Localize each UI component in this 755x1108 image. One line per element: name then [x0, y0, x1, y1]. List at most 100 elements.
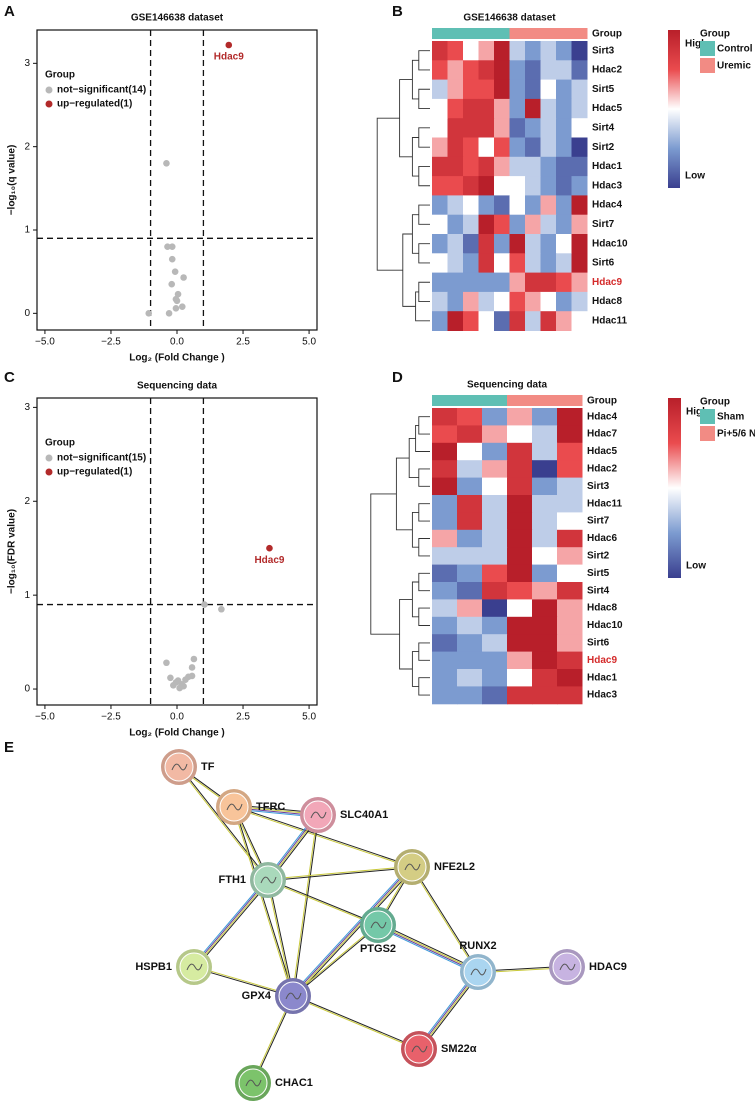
edge [292, 996, 419, 1051]
legend-title: Group [45, 438, 75, 449]
cell [432, 156, 448, 177]
cell [478, 272, 495, 293]
node-icon [245, 1079, 262, 1087]
cell [432, 529, 458, 548]
cell [457, 599, 483, 618]
panel-label: B [392, 3, 403, 20]
cell [482, 669, 508, 687]
node-icon [470, 968, 487, 976]
cell [525, 137, 541, 158]
cell [557, 425, 583, 444]
cell [507, 599, 533, 618]
cell [540, 41, 557, 61]
cell [556, 41, 572, 61]
cell [557, 582, 583, 600]
point [164, 243, 171, 250]
cell [557, 634, 583, 653]
cell [457, 442, 483, 461]
row-label: Sirt3 [587, 481, 610, 492]
cell [540, 272, 557, 293]
cell [532, 547, 558, 566]
cell [507, 495, 533, 513]
cell [432, 79, 448, 100]
row-label: Hdac1 [587, 672, 617, 683]
dendrogram [418, 677, 430, 696]
row-label: Hdac11 [592, 315, 627, 326]
dendrogram [411, 651, 419, 687]
edge [412, 866, 480, 972]
edge [376, 926, 478, 975]
point [190, 655, 198, 663]
dendrogram [395, 457, 413, 531]
edge [291, 814, 318, 996]
cell [432, 176, 448, 196]
dendrogram [411, 137, 419, 177]
group-bar [571, 28, 588, 39]
cell [457, 408, 483, 426]
cell [432, 60, 448, 81]
cell [482, 547, 508, 566]
dendrogram [408, 438, 419, 479]
cell [494, 176, 510, 196]
legend-label: Uremic [717, 61, 751, 72]
dendrogram [411, 214, 419, 254]
chart-title: Sequencing data [137, 381, 217, 392]
cell [478, 118, 495, 138]
cell [482, 634, 508, 653]
cell [571, 79, 588, 100]
cell [478, 195, 495, 216]
cell [540, 291, 557, 312]
row-label: Hdac10 [592, 238, 628, 249]
row-label: Hdac3 [587, 690, 617, 701]
edge [268, 867, 413, 882]
cell [478, 98, 495, 119]
group-bar [494, 28, 510, 39]
node-label: TFRC [256, 801, 285, 813]
cell [507, 651, 533, 670]
group-bar [509, 28, 526, 39]
cell [540, 60, 557, 81]
dendrogram [418, 88, 430, 109]
cell [482, 529, 508, 548]
cell [557, 686, 583, 705]
cell [525, 176, 541, 196]
edge [232, 807, 293, 997]
cell [457, 669, 483, 687]
cell [432, 512, 458, 531]
legend-title: Group [700, 397, 730, 408]
cell [557, 477, 583, 496]
x-tick-label: 2.5 [236, 337, 250, 348]
legend-swatch [700, 58, 715, 73]
edge [179, 766, 269, 880]
cell [463, 214, 479, 235]
cell [556, 98, 572, 119]
x-tick-label: 5.0 [302, 712, 316, 723]
edge [193, 879, 268, 967]
x-tick-label: −5.0 [35, 712, 55, 723]
point [225, 41, 233, 49]
group-bar [556, 28, 572, 39]
cell [447, 195, 464, 216]
node-icon [171, 763, 188, 771]
cell [556, 311, 572, 331]
cell [540, 156, 557, 177]
node-inner [404, 1034, 434, 1064]
row-label: Sirt3 [592, 45, 615, 56]
chart-title: GSE146638 dataset [131, 13, 224, 24]
legend-label: Control [717, 44, 753, 55]
node-icon [260, 876, 277, 884]
cell [571, 234, 588, 254]
edge [266, 880, 293, 997]
cell [525, 253, 541, 274]
row-label: Hdac1 [592, 161, 622, 172]
node-inner [238, 1068, 268, 1098]
group-bar [457, 395, 483, 406]
edge [192, 878, 267, 966]
edge [292, 866, 412, 996]
y-axis-label: −log₁₀(q value) [7, 145, 18, 216]
node-inner [278, 981, 308, 1011]
edge [293, 994, 420, 1049]
cell [532, 616, 558, 635]
cell [509, 98, 526, 119]
cell [571, 195, 588, 216]
